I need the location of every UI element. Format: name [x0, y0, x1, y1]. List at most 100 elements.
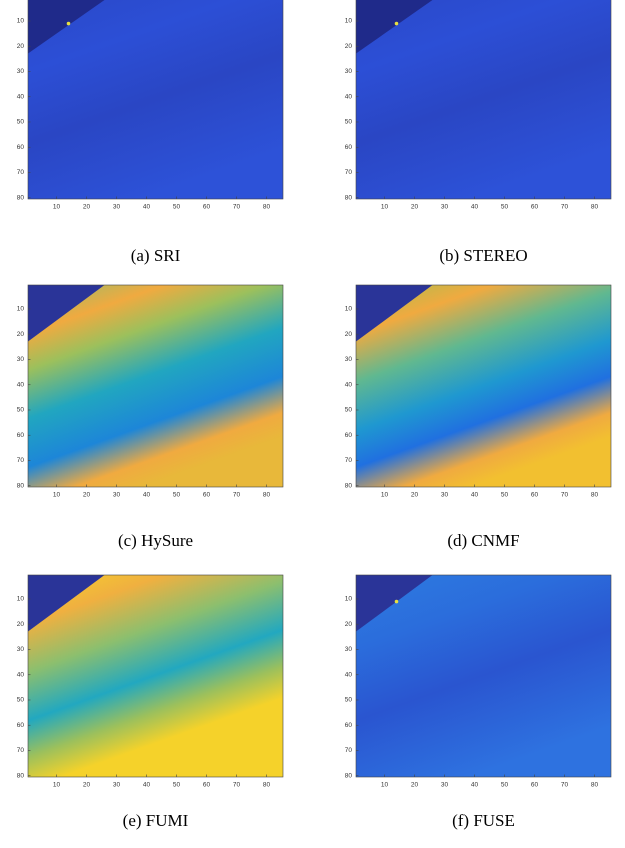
x-tick-label: 40: [471, 204, 479, 211]
x-tick-label: 10: [381, 492, 389, 499]
x-tick-label: 10: [53, 782, 61, 789]
axes-box: [355, 574, 612, 778]
y-tick-label: 80: [17, 482, 25, 489]
y-tick-label: 30: [17, 646, 25, 653]
y-tick-label: 20: [345, 43, 353, 50]
panel: 10 20 30 40 50 60 70 80 10 20 30 40 50 60 70 80 (c) HySu…: [17, 284, 284, 550]
x-tick-label: 30: [441, 492, 449, 499]
y-tick-label: 70: [17, 457, 25, 464]
axes-box: [27, 574, 284, 778]
y-tick-label: 30: [17, 356, 25, 363]
y-tick-label: 40: [345, 671, 353, 678]
x-tick-label: 50: [501, 782, 509, 789]
x-tick-label: 10: [53, 204, 61, 211]
image-dot: [66, 21, 71, 26]
y-tick-label: 60: [345, 722, 353, 729]
x-tick-label: 70: [561, 492, 569, 499]
x-tick-label: 40: [143, 204, 151, 211]
x-tick-label: 50: [173, 492, 181, 499]
x-tick-label: 30: [113, 204, 121, 211]
x-tick-label: 70: [561, 204, 569, 211]
y-tick-label: 40: [17, 381, 25, 388]
y-tick-label: 20: [17, 331, 25, 338]
x-tick-label: 10: [381, 782, 389, 789]
panel: 10 20 30 40 50 60 70 80 10 20 30 40 50 60 70 80 (b) STER…: [345, 0, 612, 265]
y-tick-label: 10: [17, 306, 25, 313]
x-tick-label: 60: [203, 492, 211, 499]
image-corner: [356, 285, 433, 342]
x-tick-label: 60: [203, 782, 211, 789]
y-tick-label: 80: [17, 194, 25, 201]
y-tick-label: 70: [345, 169, 353, 176]
y-tick-label: 50: [17, 407, 25, 414]
image: [356, 285, 611, 487]
x-tick-label: 50: [173, 782, 181, 789]
y-tick-label: 50: [17, 697, 25, 704]
x-tick-label: 20: [411, 204, 419, 211]
x-tick-label: 30: [441, 782, 449, 789]
y-tick-label: 10: [345, 18, 353, 25]
x-tick-label: 60: [203, 204, 211, 211]
image-dot: [394, 599, 399, 604]
y-tick-label: 20: [17, 621, 25, 628]
y-tick-label: 60: [17, 722, 25, 729]
x-tick-label: 80: [591, 492, 599, 499]
x-tick-label: 50: [173, 204, 181, 211]
image-dot: [394, 21, 399, 26]
image: [28, 575, 283, 777]
x-tick-label: 20: [83, 204, 91, 211]
caption: (f) FUSE: [452, 811, 515, 830]
caption: (d) CNMF: [447, 531, 519, 550]
caption: (a) SRI: [131, 246, 181, 265]
y-tick-label: 10: [345, 596, 353, 603]
x-tick-label: 50: [501, 204, 509, 211]
caption: (b) STEREO: [439, 246, 527, 265]
image: [356, 0, 611, 199]
image-corner: [356, 0, 433, 54]
y-tick-label: 10: [17, 596, 25, 603]
image: [356, 575, 611, 777]
x-tick-label: 80: [591, 782, 599, 789]
x-tick-label: 70: [233, 782, 241, 789]
y-tick-label: 40: [345, 93, 353, 100]
caption: (c) HySure: [118, 531, 193, 550]
y-tick-label: 80: [345, 194, 353, 201]
x-tick-label: 80: [263, 204, 271, 211]
x-tick-label: 40: [143, 782, 151, 789]
caption: (e) FUMI: [123, 811, 189, 830]
y-tick-label: 80: [17, 772, 25, 779]
panel: 10 20 30 40 50 60 70 80 10 20 30 40 50 60 70 80 (f) FUSE: [345, 574, 612, 830]
image-corner: [356, 575, 433, 632]
y-tick-label: 60: [17, 432, 25, 439]
x-tick-label: 10: [53, 492, 61, 499]
y-tick-label: 20: [345, 331, 353, 338]
x-tick-label: 60: [531, 782, 539, 789]
image: [28, 0, 283, 199]
y-tick-label: 10: [345, 306, 353, 313]
y-tick-label: 50: [345, 407, 353, 414]
y-tick-label: 60: [17, 144, 25, 151]
x-tick-label: 80: [263, 782, 271, 789]
x-tick-label: 80: [591, 204, 599, 211]
y-tick-label: 50: [345, 697, 353, 704]
x-tick-label: 40: [143, 492, 151, 499]
x-tick-label: 40: [471, 492, 479, 499]
y-tick-label: 30: [345, 646, 353, 653]
image-corner: [28, 575, 105, 632]
y-tick-label: 70: [17, 169, 25, 176]
y-tick-label: 30: [345, 356, 353, 363]
image: [28, 285, 283, 487]
y-tick-label: 70: [345, 457, 353, 464]
x-tick-label: 20: [411, 782, 419, 789]
y-tick-label: 60: [345, 432, 353, 439]
axes-box: [355, 0, 612, 200]
image-corner: [28, 285, 105, 342]
axes-box: [355, 284, 612, 488]
x-tick-label: 70: [233, 492, 241, 499]
axes-box: [27, 284, 284, 488]
x-tick-label: 20: [411, 492, 419, 499]
x-tick-label: 30: [113, 492, 121, 499]
y-tick-label: 40: [345, 381, 353, 388]
image-corner: [28, 0, 105, 54]
